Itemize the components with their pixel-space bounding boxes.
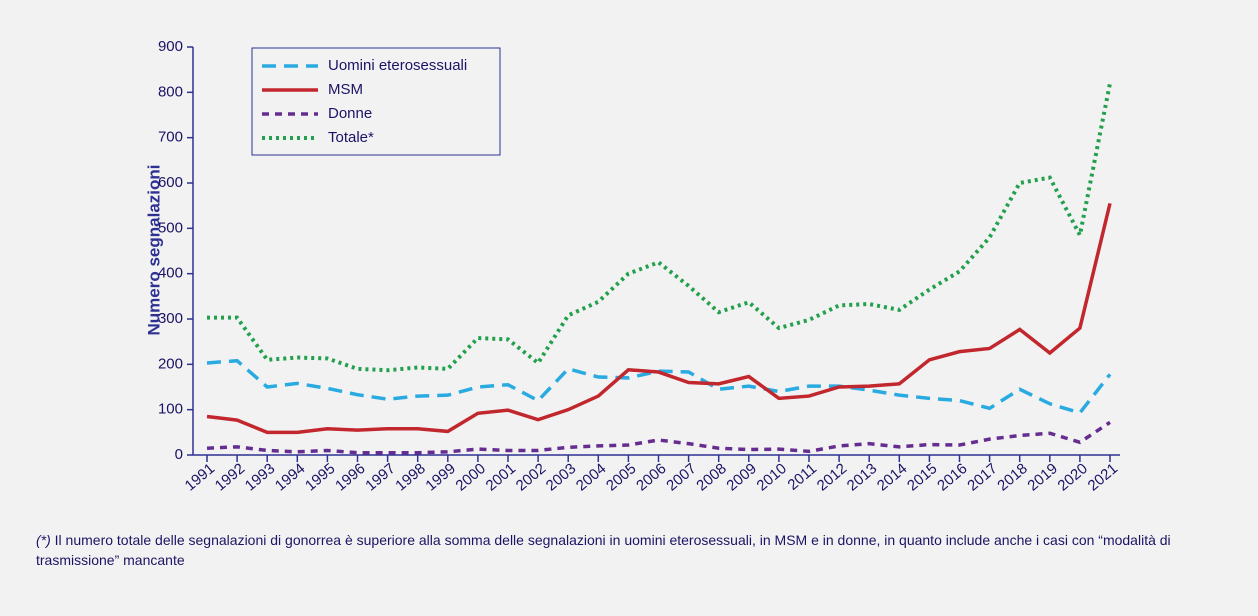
x-tick-label: 1998 bbox=[392, 460, 428, 494]
y-tick-label: 600 bbox=[158, 174, 183, 191]
x-tick-label: 1994 bbox=[272, 460, 308, 494]
x-tick-label: 1996 bbox=[332, 460, 368, 494]
x-tick-label: 2004 bbox=[573, 460, 609, 494]
x-tick-label: 1995 bbox=[302, 460, 338, 494]
x-tick-label: 2013 bbox=[844, 460, 880, 494]
y-tick-label: 400 bbox=[158, 265, 183, 282]
x-tick-label: 2019 bbox=[1024, 460, 1060, 494]
x-tick-label: 1997 bbox=[362, 460, 398, 494]
x-tick-label: 2014 bbox=[874, 460, 910, 494]
x-tick-label: 1999 bbox=[422, 460, 458, 494]
legend-label: MSM bbox=[328, 81, 363, 98]
x-tick-label: 1991 bbox=[182, 460, 218, 494]
x-tick-label: 2007 bbox=[663, 460, 699, 494]
x-tick-label: 2005 bbox=[603, 460, 639, 494]
y-tick-label: 100 bbox=[158, 401, 183, 418]
x-tick-label: 2006 bbox=[633, 460, 669, 494]
y-tick-label: 300 bbox=[158, 310, 183, 327]
footnote: (*) Il numero totale delle segnalazioni … bbox=[36, 530, 1236, 570]
y-tick-label: 700 bbox=[158, 129, 183, 146]
footnote-marker: (*) bbox=[36, 532, 51, 548]
legend-label: Uomini eterosessuali bbox=[328, 57, 467, 74]
legend-label: Totale* bbox=[328, 129, 374, 146]
y-axis-label: Numero segnalazioni bbox=[144, 165, 163, 336]
x-tick-label: 2021 bbox=[1085, 460, 1121, 494]
x-tick-label: 2000 bbox=[453, 460, 489, 494]
x-tick-label: 2016 bbox=[934, 460, 970, 494]
x-tick-label: 2011 bbox=[784, 460, 820, 494]
chart: Numero segnalazioni 0 100 200 300 400 500 600 7… bbox=[144, 38, 1121, 495]
series-line bbox=[206, 358, 1112, 415]
legend-label: Donne bbox=[328, 105, 372, 122]
x-tick-label: 2015 bbox=[904, 460, 940, 494]
y-tick-label: 0 bbox=[175, 446, 183, 463]
x-tick-label: 2012 bbox=[814, 460, 850, 494]
x-tick-label: 1993 bbox=[242, 460, 278, 494]
x-tick-label: 2008 bbox=[693, 460, 729, 494]
x-tick-label: 2017 bbox=[964, 460, 1000, 494]
y-tick-label: 200 bbox=[158, 355, 183, 372]
y-tick-label: 500 bbox=[158, 219, 183, 236]
x-tick-label: 2020 bbox=[1055, 460, 1091, 494]
footnote-text: Il numero totale delle segnalazioni di g… bbox=[36, 532, 1171, 568]
x-tick-label: 1992 bbox=[212, 460, 248, 494]
y-tick-label: 800 bbox=[158, 83, 183, 100]
x-tick-label: 2009 bbox=[723, 460, 759, 494]
series-line bbox=[206, 202, 1112, 435]
x-tick-label: 2003 bbox=[543, 460, 579, 494]
x-tick-label: 2002 bbox=[513, 460, 549, 494]
series-line bbox=[206, 420, 1111, 455]
x-tick-label: 2018 bbox=[994, 460, 1030, 494]
x-tick-label: 2010 bbox=[754, 460, 790, 494]
y-tick-label: 900 bbox=[158, 38, 183, 55]
x-tick-label: 2001 bbox=[483, 460, 519, 494]
